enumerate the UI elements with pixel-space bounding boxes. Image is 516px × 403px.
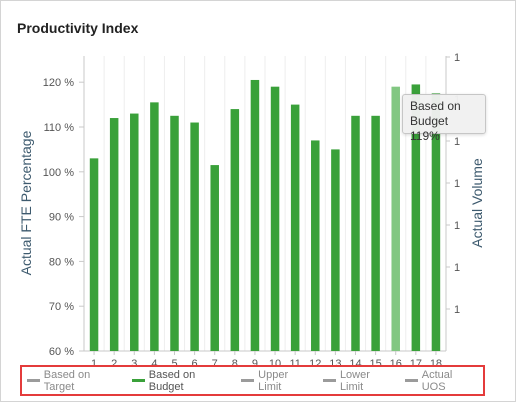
legend-label: Actual UOS (421, 368, 453, 393)
legend-label: Upper Limit (258, 368, 289, 393)
x-tick-label: 15 (369, 358, 381, 370)
x-tick-label: 6 (192, 358, 198, 370)
bar (290, 104, 300, 351)
y-left-tick-label: 100 % (43, 167, 74, 179)
legend-item[interactable]: Actual UOS (405, 369, 478, 393)
tooltip-series: Based on Budget (410, 99, 461, 128)
legend-label: Based on Budget (148, 368, 196, 393)
y-right-tick-label: 1 (454, 304, 460, 316)
chart-title: Productivity Index (17, 20, 139, 36)
y-left-tick-label: 120 % (43, 77, 74, 89)
bar (351, 115, 360, 351)
legend-item[interactable]: Based on Budget (132, 369, 231, 393)
y-right-tick-label: 1 (454, 262, 460, 274)
bar (89, 158, 99, 351)
legend-swatch (27, 379, 40, 382)
y-right-tick-label: 1 (454, 178, 460, 190)
legend-swatch (132, 379, 145, 382)
x-tick-label: 17 (410, 358, 422, 370)
y-left-tick-label: 80 % (49, 256, 74, 268)
y-axis-left-label: Actual FTE Percentage (18, 130, 34, 275)
bar (250, 79, 260, 352)
legend-swatch (405, 379, 418, 382)
legend-item[interactable]: Upper Limit (241, 369, 313, 393)
y-axis-right-label: Actual Volume (469, 158, 485, 248)
x-tick-label: 14 (349, 358, 361, 370)
legend-swatch (323, 379, 336, 382)
x-tick-label: 8 (232, 358, 238, 370)
bar (170, 115, 179, 351)
y-right-tick-label: 1 (454, 136, 460, 148)
bar (150, 102, 159, 351)
chart-legend: Based on Target Based on Budget Upper Limi… (20, 365, 485, 396)
y-left-tick-label: 70 % (49, 301, 74, 313)
legend-label: Based on Target (43, 368, 91, 393)
y-left-tick-label: 90 % (49, 212, 74, 224)
x-tick-label: 16 (390, 358, 402, 370)
x-tick-label: 10 (269, 358, 281, 370)
bar (431, 93, 441, 352)
bar (411, 84, 421, 351)
bar (331, 149, 340, 351)
bar (311, 140, 320, 351)
y-left-tick-label: 110 % (44, 122, 75, 134)
bar (391, 86, 400, 352)
y-left-tick-label: 60 % (49, 346, 74, 358)
x-tick-label: 7 (212, 358, 218, 370)
x-tick-label: 18 (430, 358, 442, 370)
bar (130, 113, 139, 351)
tooltip-value: 119% (410, 129, 440, 143)
x-tick-label: 11 (289, 358, 300, 370)
x-tick-label: 2 (111, 358, 117, 370)
legend-item[interactable]: Lower Limit (323, 369, 395, 393)
x-tick-label: 12 (309, 358, 321, 370)
x-tick-label: 13 (329, 358, 341, 370)
x-tick-label: 4 (151, 358, 157, 370)
bar (190, 122, 199, 352)
legend-label: Lower Limit (339, 368, 370, 393)
bar (371, 115, 380, 351)
bar (230, 109, 240, 351)
x-tick-label: 5 (171, 358, 177, 370)
legend-swatch (241, 379, 255, 382)
y-right-tick-label: 1 (454, 52, 460, 64)
y-right-tick-label: 1 (454, 220, 460, 232)
x-tick-label: 1 (91, 358, 97, 370)
bar (210, 165, 219, 351)
legend-item[interactable]: Based on Target (27, 369, 122, 393)
bar (270, 86, 280, 352)
x-tick-label: 9 (252, 358, 258, 370)
bar (109, 118, 119, 351)
chart-tooltip: Based on Budget 119% (402, 94, 486, 143)
x-tick-label: 3 (131, 358, 137, 370)
